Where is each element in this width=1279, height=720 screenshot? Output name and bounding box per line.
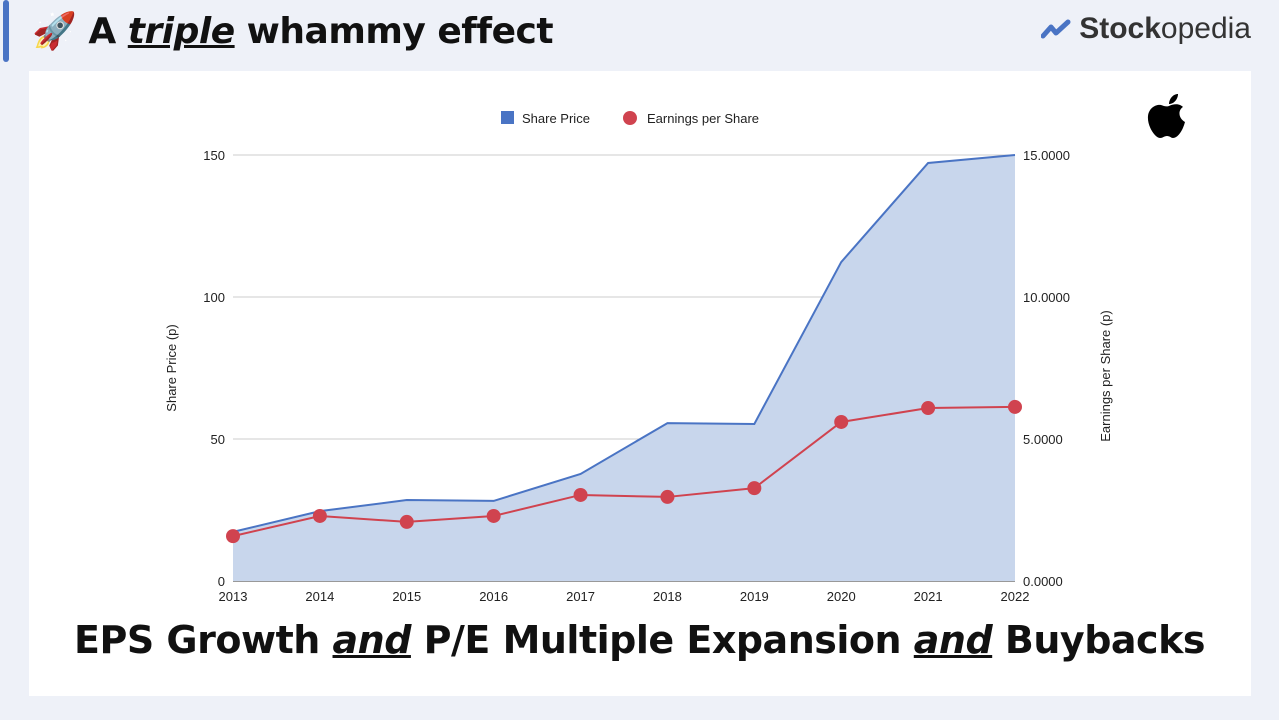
legend-label-share-price: Share Price xyxy=(522,111,590,126)
footer-caption: EPS Growth and P/E Multiple Expansion an… xyxy=(0,618,1279,662)
share-price-line xyxy=(232,154,1016,533)
y2-tick-label: 10.0000 xyxy=(1023,290,1070,305)
y2-axis-label: Earnings per Share (p) xyxy=(1098,310,1113,442)
caption-part: P/E Multiple Expansion xyxy=(410,618,914,662)
x-tick-label: 2019 xyxy=(740,589,769,604)
title-text-rest: whammy effect xyxy=(234,11,554,52)
title-emphasis: triple xyxy=(127,11,235,52)
chart-card xyxy=(29,71,1251,696)
accent-bar xyxy=(3,0,9,62)
x-tick-label: 2017 xyxy=(566,589,595,604)
eps-point xyxy=(399,514,414,529)
y-axis-label: Share Price (p) xyxy=(164,324,179,411)
y-tick-label: 50 xyxy=(211,432,225,447)
x-tick-label: 2016 xyxy=(479,589,508,604)
title-text: A xyxy=(88,11,128,52)
caption-part: Buybacks xyxy=(992,618,1206,662)
eps-point xyxy=(660,489,675,504)
x-tick-label: 2013 xyxy=(219,589,248,604)
x-tick-label: 2014 xyxy=(305,589,334,604)
eps-point xyxy=(1008,399,1022,414)
legend-label-eps: Earnings per Share xyxy=(647,111,759,126)
x-tick-label: 2020 xyxy=(827,589,856,604)
eps-point xyxy=(312,508,327,523)
x-tick-label: 2021 xyxy=(914,589,943,604)
page-title: 🚀 A triple whammy effect xyxy=(32,10,554,52)
legend-swatch-share-price xyxy=(501,111,514,124)
y2-tick-label: 15.0000 xyxy=(1023,148,1070,163)
stockopedia-logo-icon xyxy=(1041,19,1071,39)
caption-emphasis: and xyxy=(913,618,993,662)
share-price-area xyxy=(233,155,1015,581)
eps-line xyxy=(232,405,1016,538)
eps-point xyxy=(573,487,588,502)
y-tick-label: 150 xyxy=(203,148,225,163)
y-tick-label: 100 xyxy=(203,290,225,305)
eps-point xyxy=(486,508,501,523)
eps-point xyxy=(921,401,936,416)
y2-tick-label: 5.0000 xyxy=(1023,432,1063,447)
eps-point xyxy=(834,414,849,429)
y2-tick-label: 0.0000 xyxy=(1023,574,1063,589)
eps-point xyxy=(226,529,240,544)
stockopedia-logo: Stockopedia xyxy=(1041,12,1251,46)
legend-swatch-eps xyxy=(623,111,637,125)
x-tick-label: 2022 xyxy=(1001,589,1030,604)
apple-logo-icon xyxy=(1147,94,1185,138)
rocket-icon: 🚀 xyxy=(32,11,77,52)
caption-part: EPS Growth xyxy=(74,618,333,662)
caption-emphasis: and xyxy=(332,618,412,662)
x-tick-label: 2018 xyxy=(653,589,682,604)
brand-bold: Stock xyxy=(1079,12,1161,45)
y-tick-label: 0 xyxy=(218,574,225,589)
brand-rest: opedia xyxy=(1160,12,1251,45)
eps-point xyxy=(747,481,762,496)
x-tick-label: 2015 xyxy=(392,589,421,604)
